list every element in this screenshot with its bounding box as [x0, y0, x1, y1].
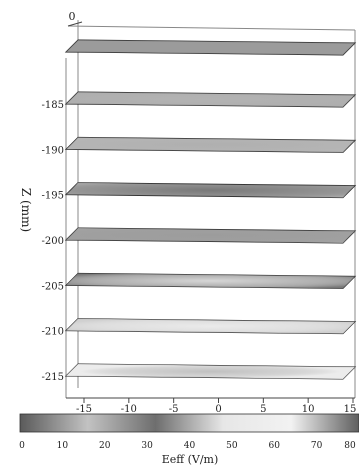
colorbar-gradient	[19, 413, 359, 433]
z-axis-label: Z (mm)	[19, 188, 33, 232]
colorbar: Eeff (V/m) 0 10 20 30 40 50 60 70 80	[19, 413, 359, 466]
x-tick-label: -15	[76, 404, 92, 415]
slice-field-map	[66, 182, 355, 198]
x-tick-label: 0	[215, 404, 221, 415]
x-axis: -15 -10 -5 0 5 10 15	[66, 397, 357, 415]
x-tick-label: -10	[121, 404, 137, 415]
x-tick-label: 5	[260, 404, 266, 415]
colorbar-tick-label: 40	[184, 441, 196, 451]
box-frame	[65, 20, 356, 398]
x-tick-label: -5	[169, 404, 179, 415]
x-tick-label: 15	[344, 404, 357, 415]
z-tick-label: -200	[42, 236, 64, 247]
colorbar-tick-label: 10	[57, 441, 69, 451]
box-top-edge	[67, 25, 356, 31]
slice-plane	[64, 91, 357, 108]
slice-plane	[64, 363, 357, 380]
top-marker: 0	[67, 10, 83, 27]
top-tick-label: 0	[69, 10, 76, 23]
slice-plane	[64, 182, 357, 199]
slice-plane	[64, 318, 357, 335]
slice-plane	[64, 39, 357, 56]
z-tick-label: -195	[42, 191, 64, 202]
slice-field-map	[66, 318, 355, 334]
colorbar-tick-label: 30	[141, 441, 153, 451]
colorbar-tick-label: 60	[269, 441, 281, 451]
slice-field-map	[66, 40, 355, 55]
slice-plane	[64, 227, 357, 244]
slice-field-map	[66, 92, 355, 107]
slice-field-map	[66, 228, 355, 243]
z-tick-label: -205	[42, 281, 64, 292]
colorbar-tick-label: 80	[344, 441, 356, 451]
x-tick-label: 10	[302, 404, 315, 415]
slice-field-map	[66, 364, 355, 379]
colorbar-tick-label: 0	[19, 441, 25, 451]
top-tick-mark	[67, 21, 83, 27]
z-axis: Z (mm) -185 -190 -195 -200 -205 -210 -215	[19, 100, 64, 383]
colorbar-label: Eeff (V/m)	[162, 453, 219, 466]
slice-field-map	[66, 137, 355, 153]
z-tick-label: -190	[42, 145, 64, 156]
slice-plane	[64, 136, 357, 153]
colorbar-tick-label: 70	[311, 441, 323, 451]
slice-stack	[64, 39, 357, 380]
z-tick-label: -215	[42, 372, 64, 383]
colorbar-tick-label: 50	[226, 441, 238, 451]
z-tick-label: -210	[42, 327, 64, 338]
colorbar-tick-label: 20	[99, 441, 111, 451]
slice-plane	[64, 272, 357, 289]
z-tick-label: -185	[42, 100, 64, 111]
slice-field-map	[66, 273, 355, 289]
